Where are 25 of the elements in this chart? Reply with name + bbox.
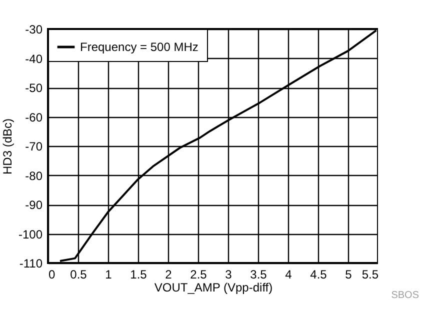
y-tick-label: -70 [25, 140, 43, 154]
x-tick-label: 3 [225, 268, 232, 282]
y-tick-label: -40 [25, 52, 43, 66]
x-tick-label: 5 [345, 268, 352, 282]
x-tick-label: 2.5 [190, 268, 208, 282]
x-axis-title: VOUT_AMP (Vpp-diff) [154, 280, 273, 294]
y-axis-title: HD3 (dBc) [0, 118, 14, 175]
x-tick-label: 0 [48, 268, 56, 282]
y-tick-label: -60 [25, 110, 43, 124]
x-tick-label: 2 [165, 268, 172, 282]
y-tick-label: -80 [25, 168, 43, 183]
y-tick-label: -50 [25, 81, 43, 95]
y-tick-label: -110 [19, 256, 43, 270]
x-tick-label: 1 [105, 268, 112, 282]
x-tick-label: 1.5 [130, 268, 148, 282]
x-tick-label: 3.5 [250, 268, 268, 282]
x-tick-label: 4 [285, 268, 292, 282]
x-tick-label: 4.5 [310, 268, 328, 282]
y-tick-label: -100 [18, 227, 43, 242]
y-tick-label: -30 [25, 22, 43, 36]
y-tick-label: -90 [25, 198, 43, 212]
x-tick-label: 0.5 [70, 268, 88, 282]
x-tick-label: 5.5 [362, 268, 379, 282]
legend-label: Frequency = 500 MHz [80, 40, 198, 54]
text: SBOS [391, 290, 419, 301]
